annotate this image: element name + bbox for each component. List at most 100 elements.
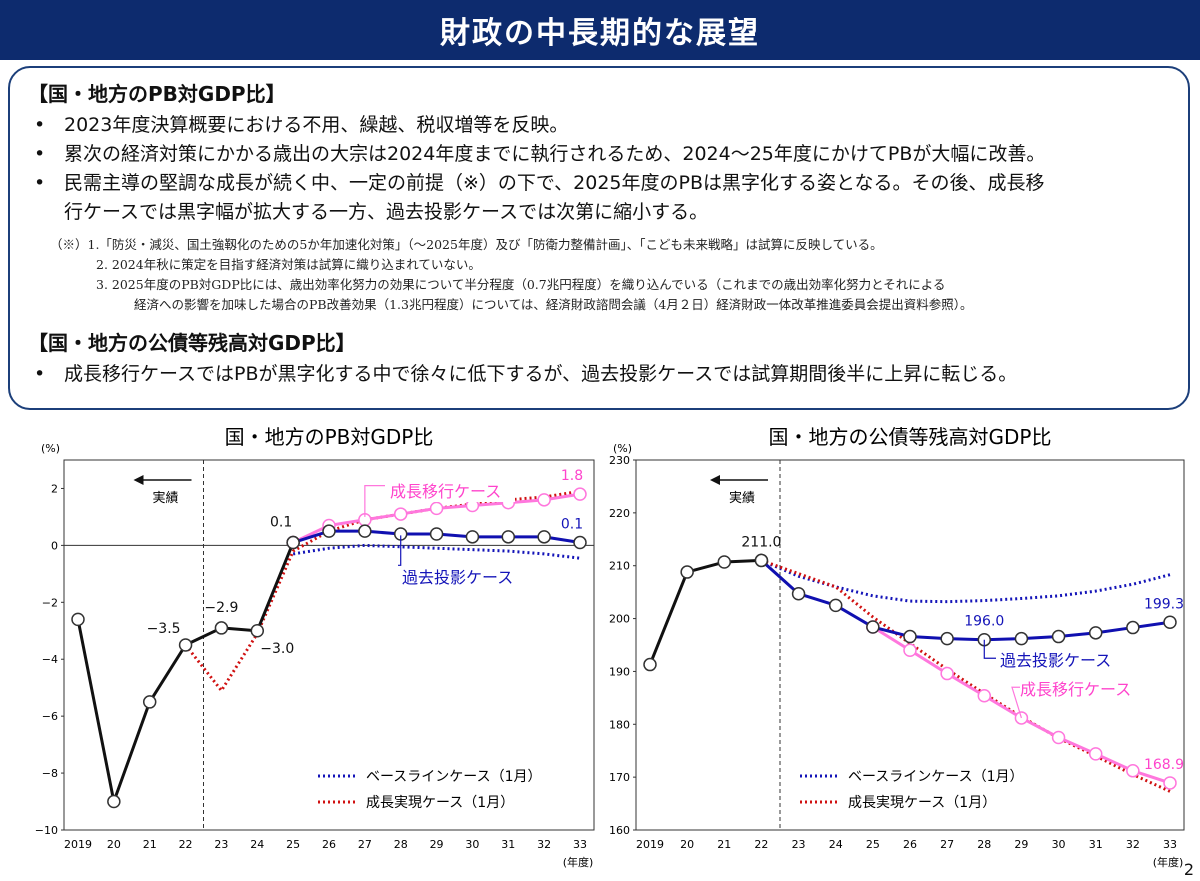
footnote-1: （※）1.「防災・減災、国土強靱化のための5か年加速化対策」（～2025年度）及… [50, 237, 883, 252]
legend-label: ベースラインケース（1月） [366, 769, 542, 785]
y-tick-label: 200 [609, 613, 630, 626]
x-tick-label: 21 [717, 838, 731, 851]
chart-title: 国・地方のPB対GDP比 [225, 425, 434, 449]
y-tick-label: −6 [42, 710, 58, 723]
data-point-actual [754, 553, 769, 568]
x-tick-label: 24 [829, 838, 843, 851]
chart-title: 国・地方の公債等残高対GDP比 [769, 425, 1052, 449]
data-point-past [903, 629, 917, 644]
y-tick-label: 170 [609, 771, 630, 784]
x-tick-label: 28 [977, 838, 991, 851]
data-point-past [791, 586, 806, 601]
data-label: 196.0 [964, 614, 1004, 630]
data-point-actual [214, 621, 229, 635]
x-tick-label: 26 [903, 838, 917, 851]
data-point-growth [429, 501, 444, 516]
series-line-realization [760, 559, 1171, 793]
data-point-actual [107, 794, 121, 809]
bullet-item: • 2023年度決算概要における不用、繰越、税収増等を反映。 [28, 111, 1170, 140]
bullet-mark: • [34, 114, 46, 136]
x-tick-label: 28 [394, 838, 408, 851]
bullet-text: 成長移行ケースではPBが黒字化する中で徐々に低下するが、過去投影ケースでは試算期… [64, 363, 1018, 385]
data-point-past [429, 527, 444, 541]
data-point-past [828, 598, 843, 613]
actual-arrow-head [710, 475, 720, 485]
x-tick-label: 25 [286, 838, 300, 851]
series-line-baseline [760, 559, 1171, 604]
data-point-past [358, 524, 372, 538]
data-point-past [866, 620, 880, 634]
data-label: −3.5 [147, 621, 181, 637]
data-point-past [501, 530, 516, 544]
bullet-item: • 民需主導の堅調な成長が続く中、一定の前提（※）の下で、2025年度のPBは黒… [28, 169, 1170, 227]
y-tick-label: −10 [35, 824, 58, 837]
x-tick-label: 32 [1126, 838, 1140, 851]
legend-label: 成長実現ケース（1月） [366, 795, 514, 811]
x-tick-label: 29 [1014, 838, 1028, 851]
y-tick-label: 0 [51, 539, 58, 552]
data-point-past [1126, 620, 1140, 635]
series-line-realization [184, 489, 581, 693]
past-series-label: 過去投影ケース [1000, 651, 1111, 670]
data-point-past [1088, 626, 1103, 640]
data-label: 0.1 [561, 517, 583, 533]
bullet-text: 累次の経済対策にかかる歳出の大宗は2024年度までに執行されるため、2024～2… [64, 143, 1046, 165]
data-point-growth [903, 643, 917, 658]
y-tick-label: 190 [609, 665, 630, 678]
data-label: 1.8 [561, 468, 583, 484]
growth-callout-bg [385, 480, 515, 502]
actual-label: 実績 [729, 490, 755, 506]
data-point-growth [393, 507, 408, 521]
data-point-actual [680, 565, 694, 579]
x-tick-label: 20 [680, 838, 694, 851]
series-line-baseline [292, 543, 581, 560]
x-tick-label: 30 [1052, 838, 1066, 851]
y-tick-label: 180 [609, 718, 630, 731]
y-unit-label: (%) [41, 442, 60, 455]
footnote-3: 3. 2025年度のPB対GDP比には、歳出効率化努力の効果について半分程度（0… [96, 277, 946, 292]
footnotes: （※）1.「防災・減災、国土強靱化のための5か年加速化対策」（～2025年度）及… [50, 235, 1170, 315]
data-label: −2.9 [204, 600, 238, 616]
x-tick-label: 32 [537, 838, 551, 851]
y-tick-label: −2 [42, 596, 58, 609]
y-tick-label: 160 [609, 824, 630, 837]
series-line-actual [76, 541, 295, 804]
data-point-growth [977, 688, 992, 703]
x-tick-label: 25 [866, 838, 880, 851]
plot-frame [635, 459, 1185, 831]
footnote-3-continued: 経済への影響を加味した場合のPB改善効果（1.3兆円程度）については、経済財政諮… [134, 297, 973, 312]
data-point-growth [1163, 776, 1177, 790]
actual-label: 実績 [152, 490, 178, 506]
summary-box: 【国・地方のPB対GDP比】 • 2023年度決算概要における不用、繰越、税収増… [8, 66, 1190, 410]
bullet-item: • 成長移行ケースではPBが黒字化する中で徐々に低下するが、過去投影ケースでは試… [28, 360, 1170, 389]
data-point-past [1014, 631, 1029, 646]
growth-callout-line [1011, 686, 1023, 719]
x-tick-label: 33 [573, 838, 587, 851]
debt-gdp-chart-svg: 国・地方の公債等残高対GDP比 (%) 160 170 180 190 200 210 220 2… [609, 425, 1185, 869]
page-number: 2 [1183, 860, 1194, 879]
page-title: 財政の中長期的な展望 [0, 0, 1200, 60]
data-point-actual [142, 695, 157, 709]
data-label: 199.3 [1144, 596, 1184, 612]
y-tick-label: 230 [609, 454, 630, 467]
data-point-actual [717, 555, 732, 569]
x-tick-label: 22 [179, 838, 193, 851]
pb-gdp-chart: 国・地方のPB対GDP比 (%) −10 −8 −6 −4 −2 0 2 2019 20 21 22 23… [0, 420, 600, 881]
growth-callout-line [364, 485, 385, 517]
actual-arrow-head [133, 475, 144, 485]
past-callout-line [983, 639, 996, 659]
x-tick-label: 24 [250, 838, 264, 851]
plot-frame [63, 459, 595, 831]
data-point-actual [71, 612, 85, 627]
x-tick-label: 31 [1089, 838, 1103, 851]
bullet-list-debt: • 成長移行ケースではPBが黒字化する中で徐々に低下するが、過去投影ケースでは試… [28, 360, 1170, 389]
y-tick-label: 2 [51, 482, 58, 495]
x-tick-label: 2019 [636, 838, 664, 851]
bullet-mark: • [34, 172, 46, 194]
legend-label: ベースラインケース（1月） [848, 769, 1024, 785]
past-series-label: 過去投影ケース [402, 568, 513, 587]
data-point-past [573, 535, 587, 550]
bullet-mark: • [34, 363, 46, 385]
data-point-past [1051, 629, 1066, 644]
x-tick-label: 23 [214, 838, 228, 851]
